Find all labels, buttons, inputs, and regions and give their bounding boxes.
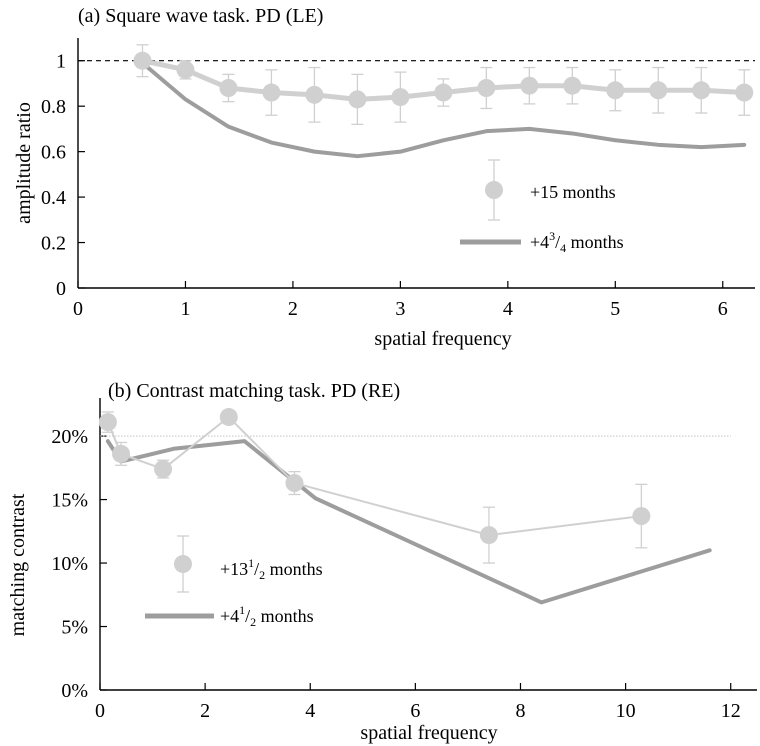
panel-b-ticks: 0 2 4 6 8 10 120%5%10%15%20% — [51, 426, 740, 722]
y-tick-label: 5% — [61, 617, 88, 639]
y-tick-label: 0.4 — [41, 187, 66, 209]
x-tick-label: 6 — [410, 700, 420, 722]
x-tick-label: 5 — [610, 298, 620, 320]
data-point — [98, 413, 117, 432]
legend-label-sub: 4 — [560, 241, 566, 255]
y-tick-label: 10% — [51, 553, 88, 575]
panel-a-legend: +15 months +43/4 months — [460, 159, 624, 255]
x-tick-label: 4 — [305, 700, 315, 722]
data-point — [520, 76, 539, 95]
y-tick-label: 0% — [61, 680, 88, 702]
data-point — [563, 76, 582, 95]
data-point — [112, 444, 131, 463]
panel-a-legend-marker-15-months — [485, 181, 503, 199]
panel-b-y-axis-title: matching contrast — [7, 493, 29, 636]
y-tick-label: 15% — [51, 490, 88, 512]
legend-label-part: +4 — [220, 606, 239, 626]
y-tick-label: 20% — [51, 426, 88, 448]
x-tick-label: 0 — [73, 298, 83, 320]
x-tick-label: 0 — [95, 700, 105, 722]
data-point — [606, 81, 625, 100]
data-point — [692, 81, 711, 100]
x-tick-label: 6 — [718, 298, 728, 320]
legend-label-suffix: months — [265, 559, 323, 579]
legend-label-sup: 1 — [248, 556, 254, 570]
panel-a-x-axis-title: spatial frequency — [374, 328, 511, 350]
x-tick-label: 8 — [515, 700, 525, 722]
panel-b-legend-label-4-1-2-months: +41/2 months — [220, 603, 314, 629]
panel-b-plot-area — [98, 408, 731, 605]
data-point — [285, 474, 304, 493]
panel-a-y-axis-title: amplitude ratio — [13, 102, 35, 224]
data-point — [479, 526, 498, 545]
legend-label-slash: / — [555, 232, 560, 252]
panel-b-legend-marker-13-1-2-months — [174, 555, 192, 573]
panel-a-ticks: 0 1 2 3 4 5 600.20.40.60.81 — [41, 51, 728, 320]
data-point — [632, 507, 651, 526]
x-tick-label: 2 — [200, 700, 210, 722]
legend-label-sup: 3 — [549, 229, 555, 243]
series-line-1 — [105, 439, 712, 605]
data-point — [133, 51, 152, 70]
data-point — [219, 408, 238, 427]
x-tick-label: 3 — [395, 298, 405, 320]
data-point — [219, 79, 238, 97]
data-point — [735, 83, 754, 102]
panel-b-title: (b) Contrast matching task. PD (RE) — [108, 380, 400, 402]
x-tick-label: 4 — [503, 298, 513, 320]
x-tick-label: 2 — [288, 298, 298, 320]
y-tick-label: 0 — [56, 278, 66, 300]
panel-a-title: (a) Square wave task. PD (LE) — [78, 5, 323, 27]
panel-b-contrast-matching: (b) Contrast matching task. PD (RE) 0 2 4 6… — [7, 380, 757, 744]
y-tick-label: 1 — [56, 51, 66, 73]
panel-a-plot-area — [78, 44, 755, 159]
panel-a-legend-label-15-months: +15 months — [530, 182, 616, 202]
legend-label-sup: 1 — [239, 603, 245, 617]
legend-label-suffix: months — [256, 606, 314, 626]
legend-label-part: +4 — [530, 232, 549, 252]
panel-b-legend: +131/2 months +41/2 months — [145, 535, 323, 629]
data-point — [434, 83, 453, 102]
x-tick-label: 12 — [721, 700, 741, 722]
series-connector-0 — [106, 416, 642, 537]
legend-label-slash: / — [254, 559, 259, 579]
panel-b-legend-label-13-1-2-months: +131/2 months — [220, 556, 323, 582]
data-point — [154, 460, 173, 479]
data-point — [305, 85, 324, 104]
data-point — [348, 90, 367, 109]
legend-label-part: +13 — [220, 559, 248, 579]
series-line-1 — [140, 61, 747, 159]
data-point — [391, 88, 410, 107]
legend-label-sub: 2 — [259, 568, 265, 582]
legend-label-suffix: months — [566, 232, 624, 252]
y-tick-label: 0.6 — [41, 142, 66, 164]
x-tick-label: 10 — [616, 700, 636, 722]
data-point — [262, 83, 281, 102]
x-tick-label: 1 — [180, 298, 190, 320]
legend-label-slash: / — [245, 606, 250, 626]
y-tick-label: 0.8 — [41, 96, 66, 118]
data-point — [649, 81, 668, 100]
legend-label-sub: 2 — [250, 615, 256, 629]
data-point — [176, 60, 195, 79]
data-point — [477, 79, 496, 97]
y-tick-label: 0.2 — [41, 233, 66, 255]
panel-a-legend-label-4-3-4-months: +43/4 months — [530, 229, 624, 255]
panel-b-x-axis-title: spatial frequency — [360, 722, 497, 744]
panel-a-square-wave: (a) Square wave task. PD (LE) 0 1 2 3 4 5 600.… — [13, 5, 755, 350]
